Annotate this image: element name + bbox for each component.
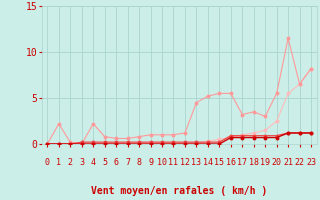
X-axis label: Vent moyen/en rafales ( km/h ): Vent moyen/en rafales ( km/h ): [91, 186, 267, 196]
